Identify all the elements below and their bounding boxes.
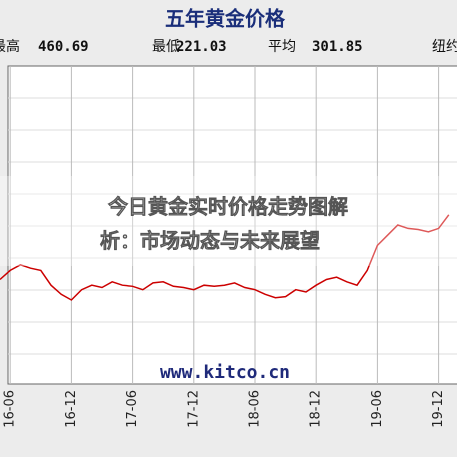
plot-area [7, 65, 457, 385]
overlay-line: 今日黄金实时价格走势图解 [108, 195, 348, 219]
stat-label: 最低 [152, 39, 180, 55]
stat-label: 纽约 [432, 39, 457, 55]
x-tick-label: 16-12 [64, 390, 79, 428]
stat-value: 301.85 [312, 39, 363, 55]
stat-value: 460.69 [38, 39, 89, 55]
x-tick-label: 17-06 [125, 390, 140, 428]
x-tick-label: 18-06 [248, 390, 263, 428]
stat-label: 平均 [268, 39, 296, 55]
x-tick-label: 19-12 [431, 390, 446, 428]
overlay-line: 析：市场动态与未来展望 [100, 229, 320, 253]
chart-title: 五年黄金价格 [165, 7, 286, 31]
x-tick-label: 16-06 [3, 390, 18, 428]
overlay-band [0, 176, 457, 266]
line [0, 214, 450, 301]
stat-value: 221.03 [176, 39, 227, 55]
stat-label: 最高 [0, 38, 20, 55]
x-tick-label: 19-06 [370, 390, 385, 428]
x-tick-label: 18-12 [309, 390, 324, 428]
x-tick-label: 17-12 [186, 390, 201, 428]
watermark: www.kitco.cn [160, 362, 290, 383]
